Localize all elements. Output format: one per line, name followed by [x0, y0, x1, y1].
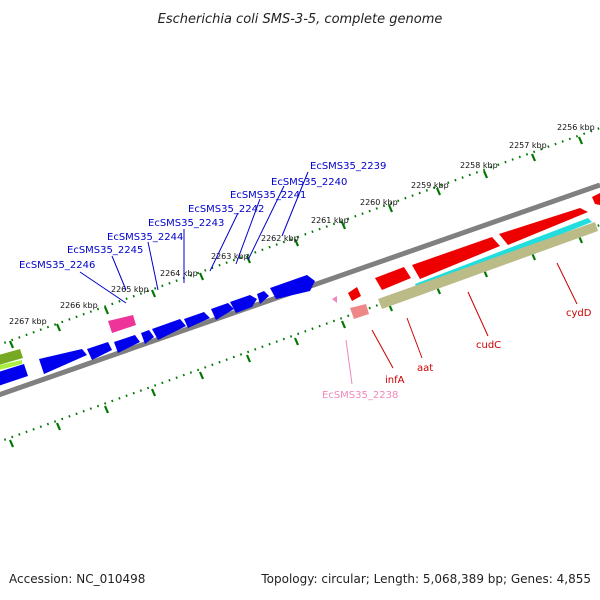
ruler-label: 2266 kbp — [60, 301, 98, 310]
leader-line — [209, 212, 239, 272]
reverse-gene-track — [332, 193, 600, 319]
ruler-tick — [245, 354, 252, 363]
cds-arrow — [0, 364, 28, 386]
pink-small-gene — [332, 296, 337, 303]
ruler-tick — [103, 306, 110, 315]
gene-label: EcSMS35_2240 — [271, 177, 347, 188]
ruler-tick — [293, 337, 300, 346]
ruler-label: 2264 kbp — [160, 269, 198, 278]
ruler-tick — [340, 320, 347, 329]
ruler-label: 2261 kbp — [311, 216, 349, 225]
red-gene — [499, 208, 588, 245]
ruler-tick — [198, 272, 205, 281]
cds-arrow — [39, 349, 87, 374]
gene-label: aat — [417, 363, 433, 374]
cds-arrow — [211, 303, 234, 320]
gene-label: EcSMS35_2241 — [230, 190, 306, 201]
leader-lines-top — [79, 171, 309, 304]
leader-line — [235, 198, 261, 265]
gene-label: EcSMS35_2239 — [310, 161, 386, 172]
map-title: Escherichia coli SMS-3-5, complete genom… — [158, 12, 443, 27]
cds-arrow — [257, 291, 269, 304]
lime-gene — [0, 360, 22, 370]
leader-line — [247, 185, 285, 261]
ruler-tick — [8, 439, 15, 448]
ruler-tick — [198, 371, 205, 380]
ruler-upper — [0, 126, 600, 346]
gene-label: cydD — [566, 308, 592, 319]
leader-line — [467, 291, 489, 337]
ruler-tick — [293, 238, 300, 247]
green-gene — [0, 349, 23, 365]
leader-line — [111, 255, 127, 291]
cds-arrow — [141, 330, 154, 344]
pink-gene — [108, 315, 136, 333]
ruler-label: 2262 kbp — [261, 234, 299, 243]
ruler-tick — [55, 422, 62, 431]
red-gene — [412, 237, 500, 279]
ruler-label: 2256 kbp — [557, 123, 595, 132]
leader-line — [406, 317, 423, 359]
cds-arrow — [152, 319, 186, 340]
genome-summary-text: Topology: circular; Length: 5,068,389 bp… — [261, 572, 591, 586]
gene-label: EcSMS35_2245 — [67, 245, 143, 256]
ruler-tick — [8, 340, 15, 349]
accession-text: Accession: NC_010498 — [9, 572, 146, 586]
infA-gene — [348, 287, 361, 301]
gene-label: EcSMS35_2244 — [107, 232, 183, 243]
leader-line — [556, 262, 578, 305]
leader-lines-bottom — [345, 262, 578, 385]
gene-label: EcSMS35_2242 — [188, 204, 264, 215]
cds-arrow — [270, 275, 315, 299]
salmon-gene — [350, 304, 369, 319]
gene-label: infA — [385, 375, 405, 386]
ruler-tick — [55, 323, 62, 332]
ruler-label: 2260 kbp — [360, 198, 398, 207]
ruler-tick — [150, 289, 157, 298]
gene-label: cudC — [476, 340, 501, 351]
leader-line — [345, 339, 353, 385]
leader-line — [79, 271, 127, 304]
leader-line — [281, 171, 309, 237]
red-gene — [592, 193, 600, 205]
cds-arrow — [87, 342, 112, 360]
ruler-tick — [103, 405, 110, 414]
aat-gene — [378, 222, 598, 309]
ruler-tick — [482, 170, 489, 179]
cds-arrow — [114, 335, 140, 353]
cds-arrow — [184, 312, 210, 328]
forward-cds-track — [0, 275, 315, 386]
red-gene — [375, 267, 411, 290]
ruler-label: 2265 kbp — [111, 285, 149, 294]
leader-line — [371, 329, 394, 369]
ruler-tick — [577, 136, 584, 145]
ruler-tick — [435, 187, 442, 196]
gene-label: EcSMS35_2243 — [148, 218, 224, 229]
ruler-tick — [340, 221, 347, 230]
leader-line — [147, 241, 159, 291]
ruler-label: 2263 kbp — [211, 252, 249, 261]
ruler-tick — [387, 204, 394, 213]
gene-label: EcSMS35_2238 — [322, 390, 398, 401]
cds-arrow — [230, 295, 257, 313]
ruler-label: 2258 kbp — [460, 161, 498, 170]
ruler-tick — [150, 388, 157, 397]
ruler-label: 2267 kbp — [9, 317, 47, 326]
ruler-label: 2259 kbp — [411, 181, 449, 190]
gene-label: EcSMS35_2246 — [19, 260, 95, 271]
ruler-tick — [530, 153, 537, 162]
ruler-label: 2257 kbp — [509, 141, 547, 150]
